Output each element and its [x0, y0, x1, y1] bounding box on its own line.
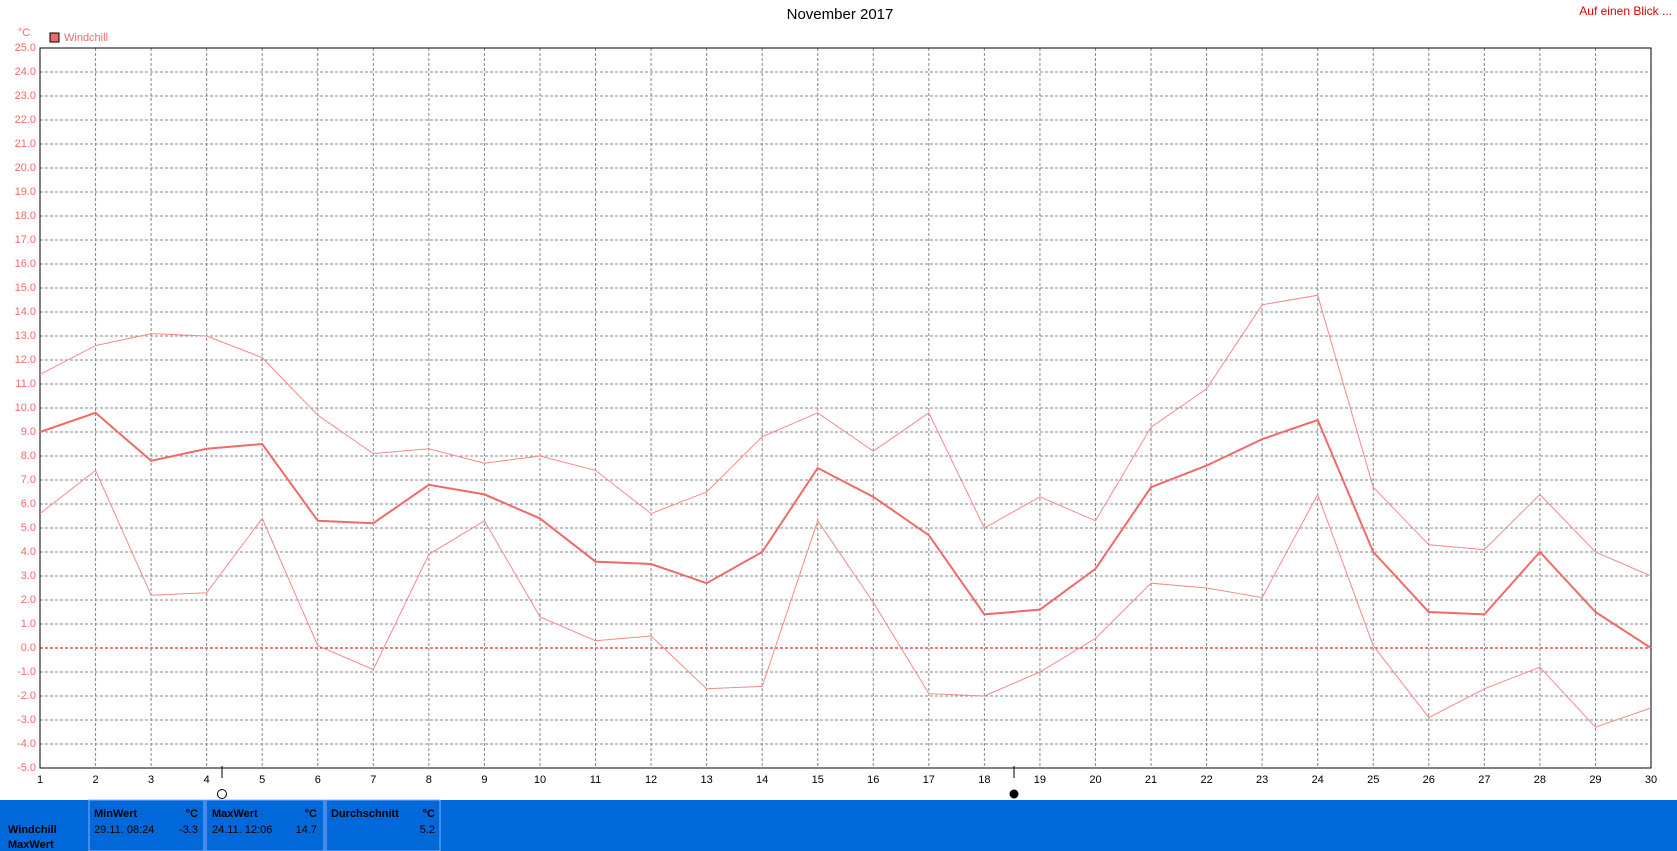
- x-tick-label: 27: [1478, 774, 1490, 786]
- y-tick-label: 8.0: [21, 450, 36, 462]
- y-unit: °C: [18, 27, 30, 39]
- row-label: MaxWert: [8, 839, 54, 851]
- full-moon-icon: [217, 789, 227, 799]
- x-tick-label: 17: [923, 774, 935, 786]
- col-header: MaxWert: [212, 808, 258, 820]
- y-tick-label: 6.0: [21, 498, 36, 510]
- col-header: Durchschnitt: [331, 808, 399, 820]
- x-tick-label: 1: [37, 774, 43, 786]
- x-tick-label: 15: [812, 774, 824, 786]
- x-tick-label: 2: [92, 774, 98, 786]
- chart-title: November 2017: [787, 6, 894, 23]
- x-tick-label: 24: [1312, 774, 1324, 786]
- x-tick-label: 19: [1034, 774, 1046, 786]
- y-tick-label: 7.0: [21, 474, 36, 486]
- x-tick-label: 29: [1589, 774, 1601, 786]
- data-line: [39, 411, 1652, 649]
- y-tick-label: 10.0: [15, 402, 36, 414]
- y-tick-label: -2.0: [17, 690, 36, 702]
- summary-cell: [88, 799, 205, 851]
- x-tick-label: 4: [204, 774, 210, 786]
- y-tick-label: 21.0: [15, 138, 36, 150]
- y-tick-label: -3.0: [17, 714, 36, 726]
- data-line: [39, 294, 1652, 577]
- summary-value: 14.7: [296, 824, 317, 836]
- summary-value: -3.3: [179, 824, 198, 836]
- y-tick-label: 3.0: [21, 570, 36, 582]
- x-tick-label: 25: [1367, 774, 1379, 786]
- summary-cell: [205, 799, 325, 851]
- x-tick-label: 5: [259, 774, 265, 786]
- x-tick-label: 13: [700, 774, 712, 786]
- x-tick-label: 21: [1145, 774, 1157, 786]
- y-tick-label: -5.0: [17, 762, 36, 774]
- summary-cell: [325, 799, 441, 851]
- x-tick-label: 11: [590, 774, 601, 786]
- x-tick-label: 6: [315, 774, 321, 786]
- x-tick-label: 22: [1200, 774, 1212, 786]
- x-tick-label: 8: [426, 774, 432, 786]
- summary-value: 5.2: [420, 824, 435, 836]
- legend-label: Windchill: [64, 32, 108, 44]
- y-tick-label: 23.0: [15, 90, 36, 102]
- x-tick-label: 12: [645, 774, 657, 786]
- new-moon-icon: [1009, 789, 1019, 799]
- y-tick-label: -4.0: [17, 738, 36, 750]
- x-tick-label: 18: [978, 774, 990, 786]
- y-tick-label: 12.0: [15, 354, 36, 366]
- col-unit: °C: [186, 808, 198, 820]
- x-tick-label: 26: [1423, 774, 1435, 786]
- col-unit: °C: [423, 808, 435, 820]
- row-label: Windchill: [8, 824, 57, 836]
- x-tick-label: 20: [1089, 774, 1101, 786]
- y-tick-label: 5.0: [21, 522, 36, 534]
- y-tick-label: 14.0: [15, 306, 36, 318]
- y-tick-label: 16.0: [15, 258, 36, 270]
- y-tick-label: 20.0: [15, 162, 36, 174]
- col-unit: °C: [305, 808, 317, 820]
- y-tick-label: 13.0: [15, 330, 36, 342]
- y-tick-label: 19.0: [15, 186, 36, 198]
- legend-swatch: [49, 32, 60, 43]
- y-tick-label: 11.0: [15, 378, 36, 390]
- y-tick-label: 0.0: [21, 642, 36, 654]
- y-tick-label: 15.0: [15, 282, 36, 294]
- y-tick-label: 4.0: [21, 546, 36, 558]
- y-tick-label: 2.0: [21, 594, 36, 606]
- x-tick-label: 10: [534, 774, 546, 786]
- summary-time: 29.11. 08:24: [94, 824, 154, 836]
- summary-time: 24.11. 12:06: [212, 824, 272, 836]
- y-tick-label: 9.0: [21, 426, 36, 438]
- x-tick-label: 16: [867, 774, 879, 786]
- x-tick-label: 7: [370, 774, 376, 786]
- y-tick-label: 18.0: [15, 210, 36, 222]
- plot-frame: [39, 47, 1652, 769]
- col-header: MinWert: [94, 808, 138, 820]
- x-tick-label: 28: [1534, 774, 1546, 786]
- x-tick-label: 23: [1256, 774, 1268, 786]
- data-line: [39, 469, 1652, 728]
- y-tick-label: 22.0: [15, 114, 36, 126]
- y-tick-label: 24.0: [15, 66, 36, 78]
- y-tick-label: 1.0: [21, 618, 36, 630]
- y-tick-label: 25.0: [15, 42, 36, 54]
- x-tick-label: 9: [481, 774, 487, 786]
- overview-link[interactable]: Auf einen Blick ...: [1579, 4, 1672, 18]
- x-tick-label: 14: [756, 774, 768, 786]
- y-tick-label: -1.0: [17, 666, 36, 678]
- x-tick-label: 3: [148, 774, 154, 786]
- y-tick-label: 17.0: [15, 234, 36, 246]
- x-tick-label: 30: [1645, 774, 1657, 786]
